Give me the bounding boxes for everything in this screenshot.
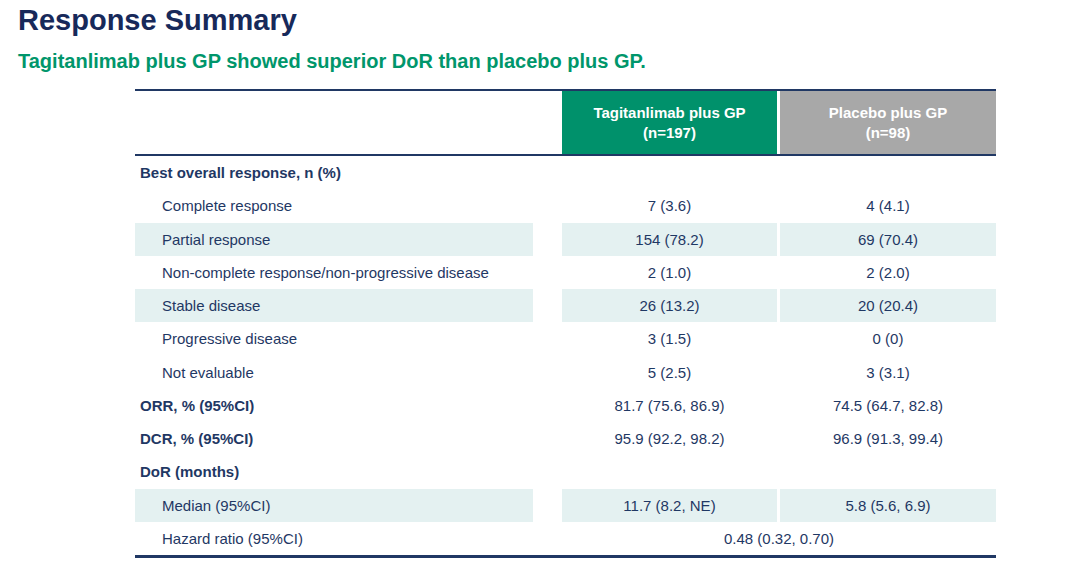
row-label: Median (95%CI) [135, 489, 533, 522]
row-value-tagitanlimab [562, 455, 777, 488]
column-spacer [533, 522, 562, 555]
row-label: Hazard ratio (95%CI) [135, 522, 533, 555]
row-value-tagitanlimab: 7 (3.6) [562, 189, 777, 222]
column-spacer [533, 256, 562, 289]
row-value-tagitanlimab: 154 (78.2) [562, 223, 777, 256]
table-row: Complete response 7 (3.6)4 (4.1) [135, 189, 996, 222]
row-label: Non-complete response/non-progressive di… [135, 256, 533, 289]
row-label: Stable disease [135, 289, 533, 322]
row-label: Not evaluable [135, 356, 533, 389]
table-row: DoR (months) [135, 455, 996, 488]
row-value-span: 0.48 (0.32, 0.70) [562, 522, 996, 555]
row-value-tagitanlimab: 26 (13.2) [562, 289, 777, 322]
column-header-tagitanlimab-n: (n=197) [643, 123, 696, 143]
row-value-tagitanlimab: 81.7 (75.6, 86.9) [562, 389, 777, 422]
table-row: Non-complete response/non-progressive di… [135, 256, 996, 289]
column-spacer [533, 489, 562, 522]
row-label: DCR, % (95%CI) [135, 422, 533, 455]
row-value-placebo: 3 (3.1) [780, 356, 996, 389]
row-label: Partial response [135, 223, 533, 256]
row-value-placebo: 96.9 (91.3, 99.4) [780, 422, 996, 455]
table-row: Partial response 154 (78.2)69 (70.4) [135, 223, 996, 256]
column-spacer [533, 356, 562, 389]
table-row: Progressive disease 3 (1.5)0 (0) [135, 322, 996, 355]
row-value-placebo: 0 (0) [780, 322, 996, 355]
column-spacer [533, 289, 562, 322]
column-header-placebo-label: Placebo plus GP [829, 103, 947, 123]
table-row: DCR, % (95%CI) 95.9 (92.2, 98.2)96.9 (91.… [135, 422, 996, 455]
row-value-placebo: 69 (70.4) [780, 223, 996, 256]
row-label: ORR, % (95%CI) [135, 389, 533, 422]
slide: Response Summary Tagitanlimab plus GP sh… [0, 0, 1080, 570]
row-value-placebo [780, 156, 996, 189]
row-label: Progressive disease [135, 322, 533, 355]
column-spacer [533, 223, 562, 256]
table-row: Hazard ratio (95%CI) 0.48 (0.32, 0.70) [135, 522, 996, 555]
column-header-placebo-n: (n=98) [866, 123, 911, 143]
column-spacer [533, 389, 562, 422]
column-header-tagitanlimab: Tagitanlimab plus GP (n=197) [562, 91, 777, 154]
page-subtitle: Tagitanlimab plus GP showed superior DoR… [18, 50, 646, 73]
row-value-tagitanlimab: 5 (2.5) [562, 356, 777, 389]
column-spacer [533, 189, 562, 222]
column-header-placebo: Placebo plus GP (n=98) [780, 91, 996, 154]
table-row: Not evaluable 5 (2.5)3 (3.1) [135, 356, 996, 389]
row-value-placebo: 4 (4.1) [780, 189, 996, 222]
row-value-tagitanlimab: 3 (1.5) [562, 322, 777, 355]
table-row: Median (95%CI) 11.7 (8.2, NE)5.8 (5.6, 6.… [135, 489, 996, 522]
row-value-placebo [780, 455, 996, 488]
row-value-tagitanlimab: 95.9 (92.2, 98.2) [562, 422, 777, 455]
row-value-tagitanlimab [562, 156, 777, 189]
row-value-placebo: 74.5 (64.7, 82.8) [780, 389, 996, 422]
response-table: Tagitanlimab plus GP (n=197) Placebo plu… [135, 89, 996, 558]
table-bottom-rule [135, 555, 996, 558]
table-row: Stable disease 26 (13.2)20 (20.4) [135, 289, 996, 322]
row-label: Best overall response, n (%) [135, 156, 533, 189]
table-row: ORR, % (95%CI) 81.7 (75.6, 86.9)74.5 (64.… [135, 389, 996, 422]
page-title: Response Summary [18, 4, 297, 37]
row-value-placebo: 5.8 (5.6, 6.9) [780, 489, 996, 522]
column-spacer [533, 322, 562, 355]
row-value-tagitanlimab: 11.7 (8.2, NE) [562, 489, 777, 522]
row-label: DoR (months) [135, 455, 533, 488]
column-header-tagitanlimab-label: Tagitanlimab plus GP [593, 103, 745, 123]
column-spacer [533, 156, 562, 189]
header-label-spacer [135, 91, 562, 154]
table-header: Tagitanlimab plus GP (n=197) Placebo plu… [135, 89, 996, 156]
row-value-placebo: 20 (20.4) [780, 289, 996, 322]
column-spacer [533, 455, 562, 488]
row-label: Complete response [135, 189, 533, 222]
row-value-tagitanlimab: 2 (1.0) [562, 256, 777, 289]
column-spacer [533, 422, 562, 455]
table-row: Best overall response, n (%) [135, 156, 996, 189]
row-value-placebo: 2 (2.0) [780, 256, 996, 289]
table-body: Best overall response, n (%)Complete res… [135, 156, 996, 555]
